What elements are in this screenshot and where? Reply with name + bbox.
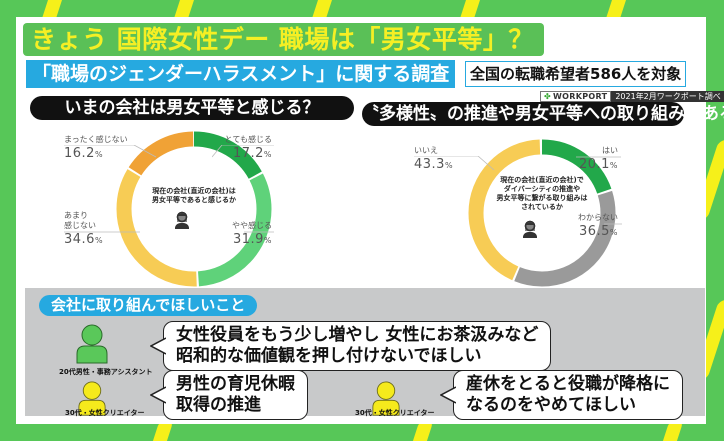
chart1-donut-svg: [116, 131, 272, 287]
chart2-value-dont-know: 36.5%: [579, 225, 618, 240]
clover-icon: ✤: [544, 92, 552, 101]
chart2-title: 〝多様性〟の推進や男女平等への取り組みがある？: [362, 102, 724, 126]
chart1-label-not-much: あまり 感じない: [64, 211, 96, 231]
man-icon: [175, 211, 189, 229]
slice-very-much: [116, 131, 272, 287]
slice-somewhat: [116, 131, 272, 287]
man-icon: [523, 220, 537, 238]
leader-line: [64, 231, 140, 233]
slice-yes: [468, 139, 616, 287]
leader-line: [212, 145, 274, 158]
request-bubble: 産休をとると役職が降格に なるのをやめてほしい: [440, 370, 683, 420]
leader-line: [64, 145, 157, 158]
chart2-label-no: いいえ: [414, 146, 438, 155]
chart2-donut-svg: [468, 139, 616, 287]
persona-label: 30代・女性クリエイター: [65, 409, 145, 417]
label-line: 感じない: [64, 221, 96, 230]
chart1-value-not-at-all: 16.2%: [64, 147, 103, 162]
requests-title: 会社に取り組んでほしいこと: [39, 295, 258, 316]
bubble-line: 産休をとると役職が降格に: [466, 374, 670, 394]
chart2-value-no: 43.3%: [414, 158, 453, 173]
chart2-label-dont-know: わからない: [578, 213, 618, 222]
chart2-value-yes: 20.1%: [579, 158, 618, 173]
value-number: 34.6: [64, 232, 95, 247]
value-number: 36.5: [578, 224, 610, 239]
workport-logo: ✤ WORKPORT: [540, 91, 612, 102]
chart2-donut: 現在の会社(直近の会社)で ダイバーシティの推進や 男女平等に繋がる取り組みは …: [467, 138, 617, 288]
persona-label: 30代・女性クリエイター: [355, 409, 435, 417]
leader-line: [604, 223, 622, 225]
slice-not-much: [116, 131, 272, 287]
value-unit: %: [94, 236, 104, 245]
requests-section: 会社に取り組んでほしいこと 20代男性・事務アシスタント 女性役員をもう少し増や…: [25, 288, 705, 420]
person-avatar-yellow: [372, 381, 400, 416]
value-number: 16.2: [64, 146, 95, 161]
bubble-line: 昭和的な価値観を押し付けないでほしい: [176, 346, 482, 366]
chart1-center-text: 現在の会社(直近の会社)は 男女平等であると感じるか: [114, 187, 274, 205]
center-line: 現在の会社(直近の会社)で: [500, 176, 584, 184]
chart1-label-very-much: とても感じる: [224, 135, 272, 144]
slice-no: [468, 139, 616, 287]
infographic-panel: きょう 国際女性デー 職場は「男女平等」？ 「職場のジェンダーハラスメント」に関…: [16, 17, 724, 424]
workport-logo-text: WORKPORT: [553, 92, 608, 101]
chart1-donut: 現在の会社(直近の会社)は 男女平等であると感じるか: [114, 129, 274, 289]
chart1-value-somewhat: 31.9%: [233, 233, 272, 248]
leader-line: [576, 156, 621, 158]
source-date: 2021年2月ワークポート調べ: [611, 91, 724, 102]
value-unit: %: [609, 161, 618, 170]
chart1-label-not-at-all: まったく感じない: [64, 135, 128, 144]
chart1-value-not-much: 34.6%: [64, 233, 103, 248]
persona-label: 20代男性・事務アシスタント: [59, 368, 153, 376]
value-number: 17.2: [232, 146, 264, 161]
survey-subtitle: 「職場のジェンダーハラスメント」に関する調査: [26, 60, 456, 88]
label-line: あまり: [64, 211, 88, 220]
leader-line: [244, 231, 274, 233]
bubble-line: 取得の推進: [176, 395, 261, 415]
chart2-label-yes: はい: [602, 146, 618, 155]
chart2-center-text: 現在の会社(直近の会社)で ダイバーシティの推進や 男女平等に繋がる取り組みは …: [467, 176, 617, 212]
chart1-title: いまの会社は男女平等と感じる？: [30, 96, 354, 120]
center-line: 現在の会社(直近の会社)は: [152, 187, 236, 195]
value-unit: %: [263, 150, 272, 159]
center-line: 男女平等であると感じるか: [152, 196, 236, 204]
page-title: きょう 国際女性デー 職場は「男女平等」？: [23, 23, 544, 56]
value-unit: %: [263, 236, 272, 245]
leader-line: [414, 156, 495, 171]
bubble-line: 男性の育児休暇: [176, 374, 295, 394]
value-number: 31.9: [232, 232, 264, 247]
slice-dont-know: [468, 139, 616, 287]
center-line: ダイバーシティの推進や: [503, 185, 581, 193]
bubble-line: 女性役員をもう少し増やし 女性にお茶汲みなど: [176, 325, 539, 345]
value-unit: %: [94, 150, 104, 159]
person-avatar-yellow: [78, 381, 106, 416]
value-number: 43.3: [414, 157, 445, 172]
request-bubble: 男性の育児休暇 取得の推進: [150, 370, 308, 420]
value-unit: %: [444, 161, 454, 170]
survey-target: 全国の転職希望者586人を対象: [465, 61, 687, 87]
source-credit: ✤ WORKPORT 2021年2月ワークポート調べ: [540, 91, 724, 102]
chart1-value-very-much: 17.2%: [233, 147, 272, 162]
chart1-label-somewhat: やや感じる: [232, 221, 272, 230]
value-unit: %: [609, 228, 618, 237]
request-bubble: 女性役員をもう少し増やし 女性にお茶汲みなど 昭和的な価値観を押し付けないでほし…: [150, 321, 552, 371]
value-number: 20.1: [578, 157, 610, 172]
center-line: 男女平等に繋がる取り組みは: [496, 194, 588, 202]
center-line: されているか: [521, 203, 563, 211]
bubble-line: なるのをやめてほしい: [466, 395, 636, 415]
person-avatar-green: [76, 324, 108, 364]
